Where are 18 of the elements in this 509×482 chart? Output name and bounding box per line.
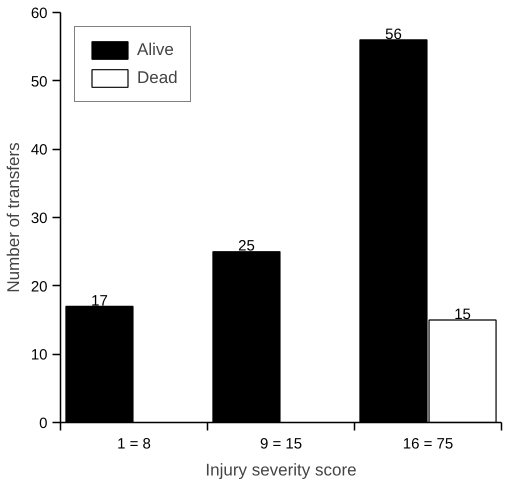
y-tick-label: 20 xyxy=(30,278,48,296)
y-tick-label: 40 xyxy=(30,142,48,159)
x-tick-label: 9 = 15 xyxy=(260,436,302,452)
x-tick-label: 16 = 75 xyxy=(402,436,454,452)
y-tick-label: 30 xyxy=(30,210,48,227)
y-axis-title: Number of transfers xyxy=(4,142,23,293)
data-label: 15 xyxy=(454,306,471,323)
legend-label: Alive xyxy=(137,40,174,60)
y-tick-label: 0 xyxy=(39,415,48,432)
data-label: 56 xyxy=(385,26,402,43)
x-axis-title: Injury severity score xyxy=(205,460,357,480)
legend-label: Dead xyxy=(137,68,178,88)
y-tick-label: 10 xyxy=(30,346,48,364)
y-tick-label: 50 xyxy=(30,73,48,90)
data-label: 25 xyxy=(238,238,255,255)
y-tick-label: 60 xyxy=(30,5,48,22)
x-tick-label: 1 = 8 xyxy=(117,436,151,452)
data-label: 17 xyxy=(91,292,108,310)
